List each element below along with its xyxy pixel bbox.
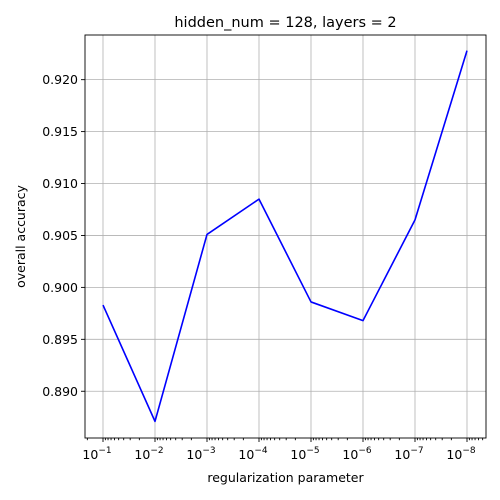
series-line: [102, 50, 468, 423]
x-tick-label: 10−7: [394, 446, 423, 462]
x-axis-label: regularization parameter: [207, 470, 364, 485]
x-tick-label: 10−1: [82, 446, 111, 462]
y-tick-label: 0.890: [42, 384, 78, 399]
x-tick-label: 10−8: [446, 446, 475, 462]
y-tick-label: 0.905: [42, 228, 78, 243]
y-tick-label: 0.920: [42, 72, 78, 87]
x-tick-label: 10−5: [290, 446, 319, 462]
x-tick-label: 10−4: [238, 446, 267, 462]
y-tick-label: 0.915: [42, 124, 78, 139]
y-tick-label: 0.910: [42, 176, 78, 191]
y-tick-label: 0.895: [42, 332, 78, 347]
x-tick-label: 10−3: [186, 446, 215, 462]
y-axis-label: overall accuracy: [13, 184, 28, 287]
series-layer: [102, 50, 468, 423]
x-tick-label: 10−6: [342, 446, 371, 462]
plot-frame: [84, 34, 487, 439]
x-tick-label: 10−2: [134, 446, 163, 462]
chart-title: hidden_num = 128, layers = 2: [174, 15, 396, 31]
ticks: 0.890 0.895 0.900 0.905 0.910 0.915 0.920 10−1 1…: [42, 72, 484, 462]
y-tick-label: 0.900: [42, 280, 78, 295]
grid: [85, 35, 486, 438]
